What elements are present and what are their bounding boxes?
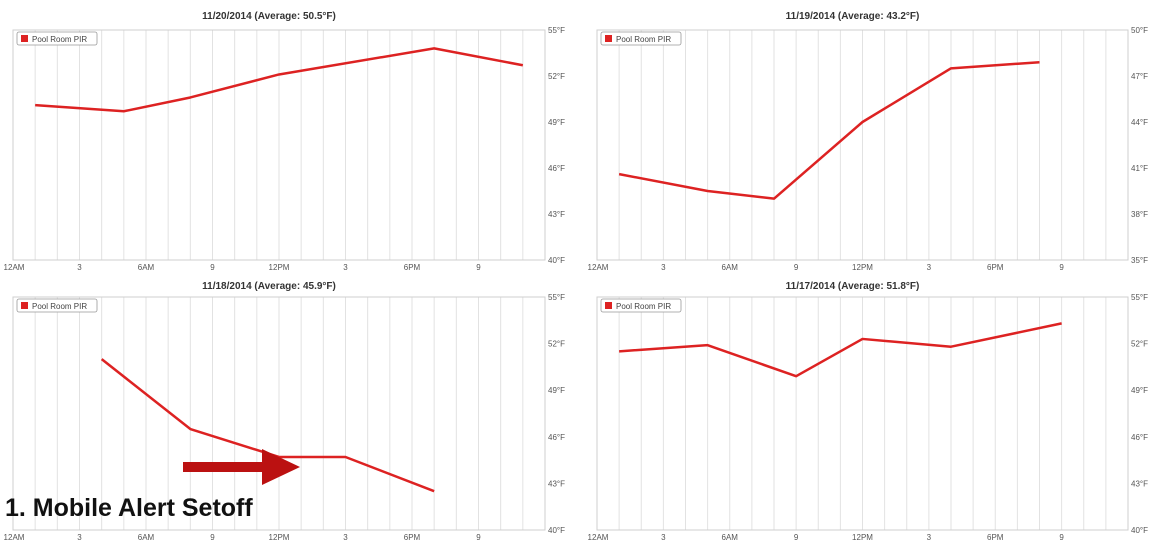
legend-box — [600, 31, 682, 46]
legend-swatch — [21, 35, 28, 42]
legend: Pool Room PIR — [600, 298, 682, 313]
y-tick-label: 40°F — [1131, 526, 1148, 535]
series-line — [618, 60, 1040, 200]
legend-swatch — [21, 302, 28, 309]
y-tick-label: 49°F — [548, 386, 565, 395]
x-tick-label: 12PM — [269, 533, 290, 542]
annotation-arrow-shaft — [183, 462, 263, 472]
chart-panel: 11/18/2014 (Average: 45.9°F) Pool Room PI… — [4, 281, 566, 542]
x-tick-label: 6PM — [404, 533, 421, 542]
chart-panel: 11/17/2014 (Average: 51.8°F) Pool Room PI… — [588, 281, 1149, 542]
y-tick-label: 49°F — [548, 118, 565, 127]
x-tick-label: 6AM — [722, 263, 739, 272]
x-tick-label: 3 — [77, 263, 82, 272]
x-tick-label: 3 — [343, 533, 348, 542]
x-tick-label: 12AM — [4, 533, 25, 542]
x-tick-label: 3 — [927, 533, 932, 542]
y-tick-label: 40°F — [548, 256, 565, 265]
x-tick-label: 9 — [794, 533, 799, 542]
legend-label: Pool Room PIR — [616, 35, 671, 44]
x-tick-label: 12PM — [852, 533, 873, 542]
x-tick-label: 6AM — [138, 263, 155, 272]
plot-frame — [12, 296, 546, 531]
x-tick-label: 9 — [210, 263, 215, 272]
annotation-label: 1. Mobile Alert Setoff — [5, 494, 253, 522]
y-tick-label: 43°F — [548, 479, 565, 488]
legend-swatch — [605, 302, 612, 309]
chart-title: 11/19/2014 (Average: 43.2°F) — [786, 11, 920, 22]
chart-title: 11/20/2014 (Average: 50.5°F) — [202, 11, 336, 22]
x-tick-label: 9 — [476, 263, 481, 272]
chart-panel: 11/20/2014 (Average: 50.5°F) Pool Room PI… — [4, 11, 566, 272]
x-tick-label: 6PM — [987, 533, 1004, 542]
legend-box — [600, 298, 682, 313]
x-tick-label: 9 — [794, 263, 799, 272]
plot-frame — [596, 29, 1129, 261]
y-tick-label: 41°F — [1131, 164, 1148, 173]
chart-panel: 11/19/2014 (Average: 43.2°F) Pool Room PI… — [588, 11, 1149, 272]
x-tick-label: 3 — [661, 533, 666, 542]
x-tick-label: 9 — [476, 533, 481, 542]
annotation-arrow-head — [262, 449, 300, 485]
x-tick-label: 9 — [210, 533, 215, 542]
x-tick-label: 12PM — [269, 263, 290, 272]
x-tick-label: 3 — [77, 533, 82, 542]
x-tick-label: 6PM — [404, 263, 421, 272]
y-tick-label: 46°F — [548, 164, 565, 173]
y-tick-label: 38°F — [1131, 210, 1148, 219]
y-tick-label: 50°F — [1131, 26, 1148, 35]
y-tick-label: 47°F — [1131, 72, 1148, 81]
x-tick-label: 12AM — [4, 263, 25, 272]
y-tick-label: 43°F — [548, 210, 565, 219]
y-tick-label: 49°F — [1131, 386, 1148, 395]
x-tick-label: 9 — [1059, 533, 1064, 542]
y-tick-label: 46°F — [1131, 433, 1148, 442]
series-line — [619, 322, 1062, 378]
y-tick-label: 52°F — [1131, 340, 1148, 349]
x-tick-label: 12AM — [588, 533, 609, 542]
x-tick-label: 9 — [1059, 263, 1064, 272]
legend-box — [16, 298, 98, 313]
y-tick-label: 55°F — [548, 293, 565, 302]
x-tick-label: 3 — [661, 263, 666, 272]
x-tick-label: 6AM — [138, 533, 155, 542]
x-tick-label: 12AM — [588, 263, 609, 272]
legend-label: Pool Room PIR — [32, 302, 87, 311]
y-tick-label: 35°F — [1131, 256, 1148, 265]
series-line — [100, 358, 435, 493]
y-tick-label: 52°F — [548, 72, 565, 81]
y-tick-label: 52°F — [548, 340, 565, 349]
plot-frame — [596, 296, 1129, 531]
y-tick-label: 55°F — [548, 26, 565, 35]
x-tick-label: 3 — [927, 263, 932, 272]
legend: Pool Room PIR — [16, 298, 98, 313]
series-line — [35, 47, 524, 113]
x-tick-label: 12PM — [852, 263, 873, 272]
y-tick-label: 44°F — [1131, 118, 1148, 127]
y-tick-label: 43°F — [1131, 479, 1148, 488]
legend-box — [16, 31, 98, 46]
legend-label: Pool Room PIR — [616, 302, 671, 311]
legend-swatch — [605, 35, 612, 42]
x-tick-label: 3 — [343, 263, 348, 272]
y-tick-label: 40°F — [548, 526, 565, 535]
chart-title: 11/17/2014 (Average: 51.8°F) — [786, 281, 920, 292]
plot-frame — [12, 29, 546, 261]
chart-title: 11/18/2014 (Average: 45.9°F) — [202, 281, 336, 292]
legend-label: Pool Room PIR — [32, 35, 87, 44]
y-tick-label: 46°F — [548, 433, 565, 442]
x-tick-label: 6PM — [987, 263, 1004, 272]
y-tick-label: 55°F — [1131, 293, 1148, 302]
legend: Pool Room PIR — [16, 31, 98, 46]
legend: Pool Room PIR — [600, 31, 682, 46]
x-tick-label: 6AM — [722, 533, 739, 542]
